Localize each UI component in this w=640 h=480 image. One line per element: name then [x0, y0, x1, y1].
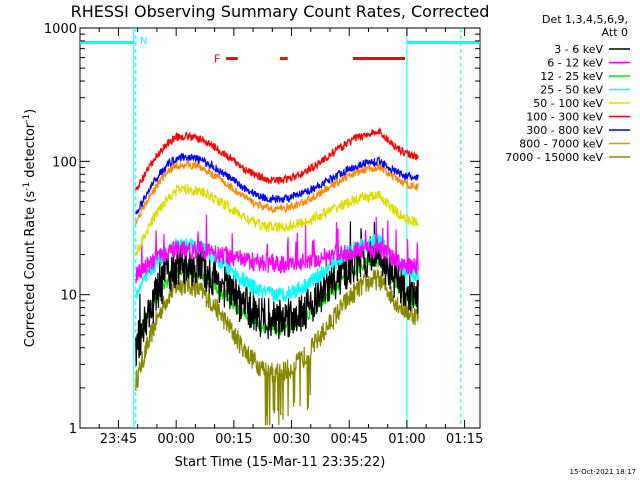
y-tick-label: 1000 [44, 22, 77, 37]
x-axis: 23:45 00:00 00:15 00:30 00:45 01:00 01:15 [79, 28, 483, 447]
y-axis: 1 10 100 1000 [44, 22, 480, 437]
x-axis-label: Start Time (15-Mar-11 23:35:22) [175, 455, 386, 470]
legend-label: 7000 - 15000 keV [505, 151, 603, 164]
x-tick-label: 23:45 [100, 432, 137, 447]
plot-area [79, 27, 481, 429]
y-axis-label: Corrected Count Rate (s-1 detector-1) [22, 109, 38, 347]
x-tick-label: 00:45 [330, 432, 367, 447]
legend-label: 25 - 50 keV [540, 84, 603, 97]
legend-label: 3 - 6 keV [554, 43, 603, 56]
saa-label: N [140, 36, 147, 47]
chart-title: RHESSI Observing Summary Count Rates, Co… [71, 2, 490, 21]
series-line [135, 184, 419, 256]
legend-label: 800 - 7000 keV [519, 138, 603, 151]
x-tick-label: 00:00 [157, 432, 194, 447]
y-axis-label-main: Corrected Count Rate (s [23, 191, 38, 348]
x-tick-label: 00:30 [273, 432, 310, 447]
series-line [135, 159, 419, 225]
legend-label: 6 - 12 keV [547, 57, 603, 70]
x-tick-label: 01:15 [446, 432, 483, 447]
legend-label: 50 - 100 keV [533, 97, 603, 110]
legend-label: 12 - 25 keV [540, 70, 603, 83]
series-line [135, 126, 419, 192]
y-axis-label-mid: detector [23, 122, 38, 182]
legend-label: 300 - 800 keV [526, 124, 603, 137]
y-axis-label-sup1: -1 [22, 182, 32, 191]
plot-content [80, 28, 480, 428]
y-tick-label: 10 [60, 289, 77, 304]
x-tick-label: 00:15 [215, 432, 252, 447]
flare-label: F [214, 53, 220, 66]
svg-text:Corrected Count Rate (s-1 dete: Corrected Count Rate (s-1 detector-1) [22, 109, 38, 347]
plot-frame [79, 27, 481, 429]
footer-timestamp: 15-Oct-2021 18:17 [570, 468, 636, 476]
series-line [135, 214, 419, 283]
series-line [135, 268, 419, 426]
legend-label: 100 - 300 keV [526, 111, 603, 124]
series-line [135, 221, 419, 366]
legend-header-detectors: Det 1,3,4,5,6,9, [542, 13, 628, 26]
y-axis-label-sup2: -1 [22, 114, 32, 123]
legend-header-attenuator: Att 0 [602, 26, 628, 39]
y-axis-label-end: ) [23, 109, 38, 114]
series-line [135, 153, 419, 215]
x-tick-label: 01:00 [388, 432, 425, 447]
y-tick-label: 100 [52, 155, 77, 170]
y-tick-label: 1 [69, 422, 77, 437]
